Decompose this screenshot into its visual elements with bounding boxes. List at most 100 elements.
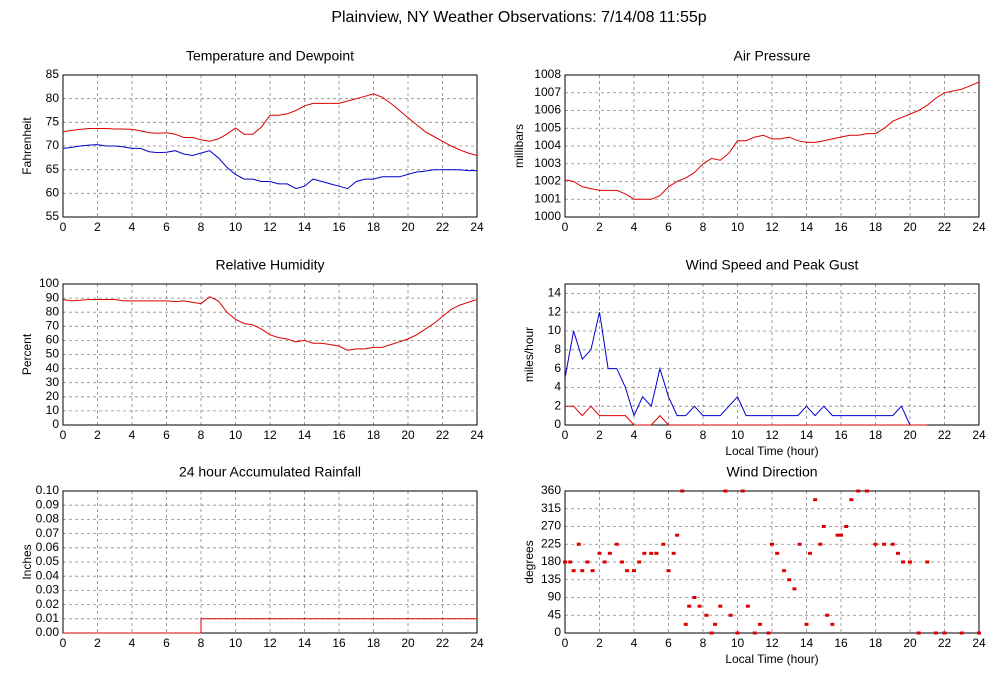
x-tick-label: 10 — [731, 636, 745, 650]
data-point — [675, 533, 680, 537]
x-tick-label: 18 — [367, 636, 381, 650]
x-tick-label: 12 — [765, 428, 779, 442]
x-tick-label: 10 — [731, 428, 745, 442]
data-point — [666, 569, 671, 573]
y-tick-label: 14 — [548, 286, 562, 300]
y-tick-label: 60 — [46, 333, 60, 347]
data-point — [797, 542, 802, 546]
data-line — [63, 618, 477, 634]
x-tick-label: 24 — [972, 636, 986, 650]
x-tick-label: 22 — [436, 636, 450, 650]
data-point — [697, 604, 702, 608]
y-tick-label: 1001 — [534, 191, 561, 205]
y-axis-label: millibars — [512, 124, 526, 168]
x-tick-label: 6 — [665, 636, 672, 650]
x-tick-label: 24 — [470, 220, 484, 234]
x-tick-label: 20 — [401, 428, 415, 442]
data-point — [614, 542, 619, 546]
x-tick-label: 16 — [834, 636, 848, 650]
data-line — [62, 296, 478, 351]
y-tick-label: 0.00 — [36, 625, 60, 639]
x-tick-label: 16 — [834, 428, 848, 442]
x-tick-label: 10 — [229, 220, 243, 234]
y-tick-label: 50 — [46, 347, 60, 361]
x-tick-label: 14 — [298, 428, 312, 442]
x-tick-label: 2 — [596, 636, 603, 650]
y-tick-label: 360 — [541, 483, 561, 497]
x-tick-label: 4 — [129, 428, 136, 442]
data-point — [642, 551, 647, 555]
data-point — [821, 525, 826, 528]
y-tick-label: 20 — [46, 389, 60, 403]
x-tick-label: 0 — [60, 428, 67, 442]
x-tick-label: 18 — [367, 428, 381, 442]
data-point — [901, 560, 906, 564]
y-tick-label: 85 — [46, 67, 60, 81]
data-point — [882, 542, 887, 546]
data-point — [723, 489, 728, 493]
data-point — [873, 542, 878, 546]
plot-frame — [62, 283, 478, 426]
y-tick-label: 0.03 — [36, 583, 60, 597]
x-tick-label: 4 — [631, 220, 638, 234]
y-tick-label: 1006 — [534, 103, 561, 117]
x-tick-label: 14 — [800, 220, 814, 234]
y-tick-label: 80 — [46, 91, 60, 105]
data-point — [839, 533, 843, 537]
y-tick-label: 1008 — [534, 67, 561, 81]
chart-title: Temperature and Dewpoint — [186, 48, 354, 64]
x-tick-label: 20 — [401, 636, 415, 650]
data-point — [835, 533, 840, 537]
chart: 24 hour Accumulated RainfallInches0.000.… — [20, 464, 484, 650]
y-tick-label: 45 — [548, 607, 562, 621]
data-point — [619, 560, 624, 564]
data-point — [849, 498, 854, 502]
x-tick-label: 18 — [367, 220, 381, 234]
x-tick-label: 8 — [198, 428, 205, 442]
x-tick-label: 22 — [938, 220, 952, 234]
x-tick-label: 6 — [163, 220, 170, 234]
y-tick-label: 0.08 — [36, 512, 60, 526]
y-axis-label: Percent — [20, 333, 34, 375]
y-tick-label: 90 — [46, 290, 60, 304]
y-tick-label: 75 — [46, 115, 60, 129]
data-point — [637, 560, 642, 564]
x-axis-label: Local Time (hour) — [725, 652, 818, 666]
chart-title: Relative Humidity — [216, 257, 325, 273]
x-tick-label: 22 — [938, 636, 952, 650]
y-tick-label: 0.05 — [36, 554, 60, 568]
chart: Air Pressuremillibars1000100110021003100… — [512, 48, 986, 234]
x-tick-label: 22 — [436, 220, 450, 234]
y-axis-label: Fahrenheit — [20, 117, 34, 175]
y-tick-label: 135 — [541, 572, 561, 586]
x-tick-label: 20 — [903, 428, 917, 442]
chart-title: Wind Direction — [726, 464, 817, 480]
x-tick-label: 16 — [332, 220, 346, 234]
x-tick-label: 16 — [332, 428, 346, 442]
x-tick-label: 4 — [129, 636, 136, 650]
y-tick-label: 1002 — [534, 174, 561, 188]
x-tick-label: 14 — [800, 636, 814, 650]
x-tick-label: 24 — [470, 428, 484, 442]
plot-frame — [564, 74, 980, 218]
x-tick-label: 22 — [436, 428, 450, 442]
y-tick-label: 60 — [46, 186, 60, 200]
data-point — [933, 631, 938, 635]
x-tick-label: 16 — [332, 636, 346, 650]
x-tick-label: 6 — [163, 636, 170, 650]
y-tick-label: 0 — [52, 417, 59, 431]
data-point — [895, 551, 900, 555]
x-tick-label: 24 — [972, 220, 986, 234]
data-point — [804, 622, 809, 626]
data-line — [565, 405, 928, 426]
data-point — [597, 551, 602, 555]
data-point — [770, 542, 774, 546]
y-tick-label: 65 — [46, 162, 60, 176]
data-point — [607, 551, 612, 555]
data-point — [625, 569, 630, 573]
data-point — [580, 569, 585, 573]
data-point — [718, 604, 723, 608]
x-tick-label: 0 — [562, 636, 569, 650]
x-tick-label: 12 — [263, 220, 277, 234]
y-tick-label: 70 — [46, 318, 60, 332]
